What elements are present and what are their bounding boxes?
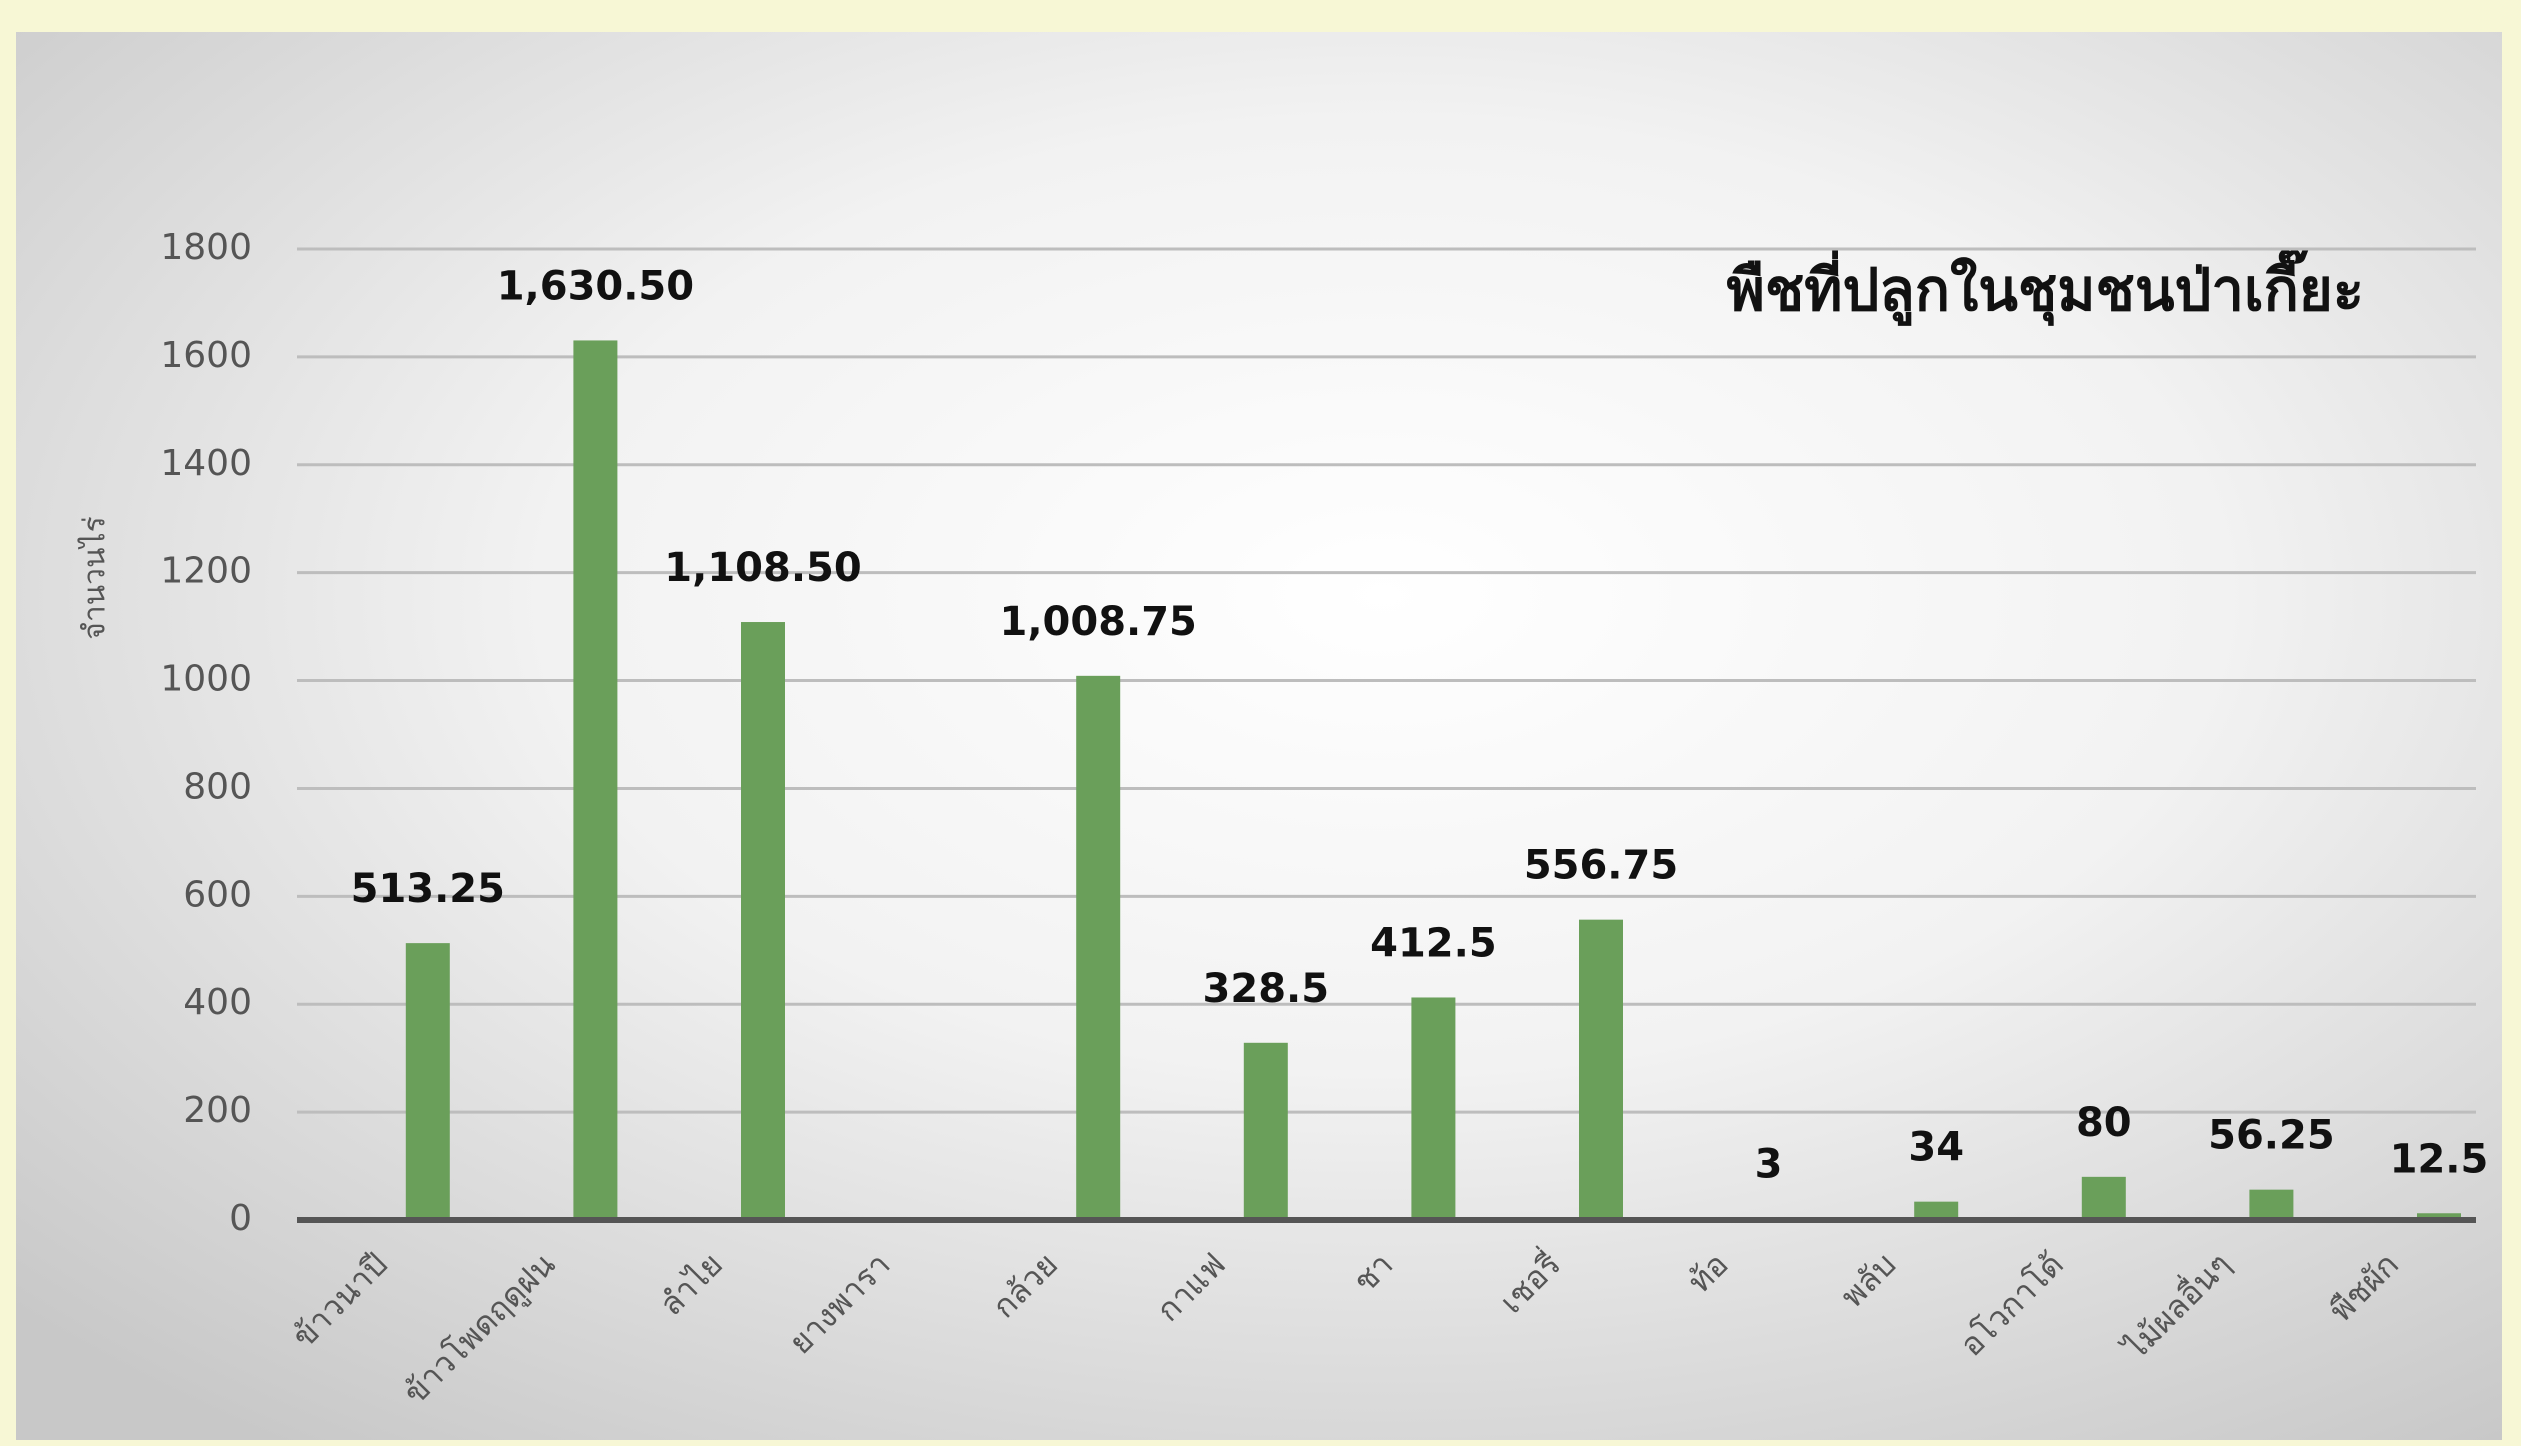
y-tick-label: 600: [183, 874, 252, 915]
bar: [405, 943, 450, 1220]
y-tick-label: 1400: [160, 443, 252, 484]
data-label: 1,008.75: [1000, 599, 1197, 645]
chart-panel: [16, 32, 2502, 1440]
bar: [1076, 675, 1121, 1220]
y-tick-label: 0: [229, 1198, 252, 1239]
bar: [1411, 997, 1456, 1220]
bar: [573, 340, 618, 1221]
bar: [1579, 919, 1623, 1220]
data-label: 412.5: [1370, 920, 1497, 966]
data-label: 56.25: [2208, 1113, 2335, 1159]
data-label: 3: [1755, 1141, 1783, 1187]
chart-title: พืชที่ปลูกในชุมชนป่าเกี๊ยะ: [1727, 247, 2364, 327]
data-label: 80: [2076, 1100, 2132, 1146]
bar: [741, 622, 785, 1220]
y-axis-label: จำนวนไร่: [77, 516, 113, 640]
data-label: 1,630.50: [497, 263, 694, 309]
bar: [2081, 1176, 2126, 1220]
data-label: 513.25: [351, 866, 505, 912]
y-tick-label: 1200: [160, 551, 252, 592]
bar: [1243, 1042, 1288, 1220]
y-tick-label: 200: [183, 1090, 252, 1131]
bar: [2417, 1213, 2461, 1220]
y-tick-label: 800: [183, 766, 252, 807]
data-label: 34: [1908, 1125, 1964, 1171]
bar: [2249, 1189, 2294, 1220]
data-label: 328.5: [1203, 966, 1330, 1012]
data-label: 556.75: [1524, 843, 1678, 889]
y-tick-label: 1000: [160, 659, 252, 700]
bar: [1914, 1201, 1959, 1220]
data-label: 12.5: [2390, 1136, 2489, 1182]
y-tick-label: 400: [183, 982, 252, 1023]
data-label: 1,108.50: [664, 545, 861, 591]
y-tick-label: 1600: [160, 335, 252, 376]
y-tick-label: 1800: [160, 227, 252, 268]
